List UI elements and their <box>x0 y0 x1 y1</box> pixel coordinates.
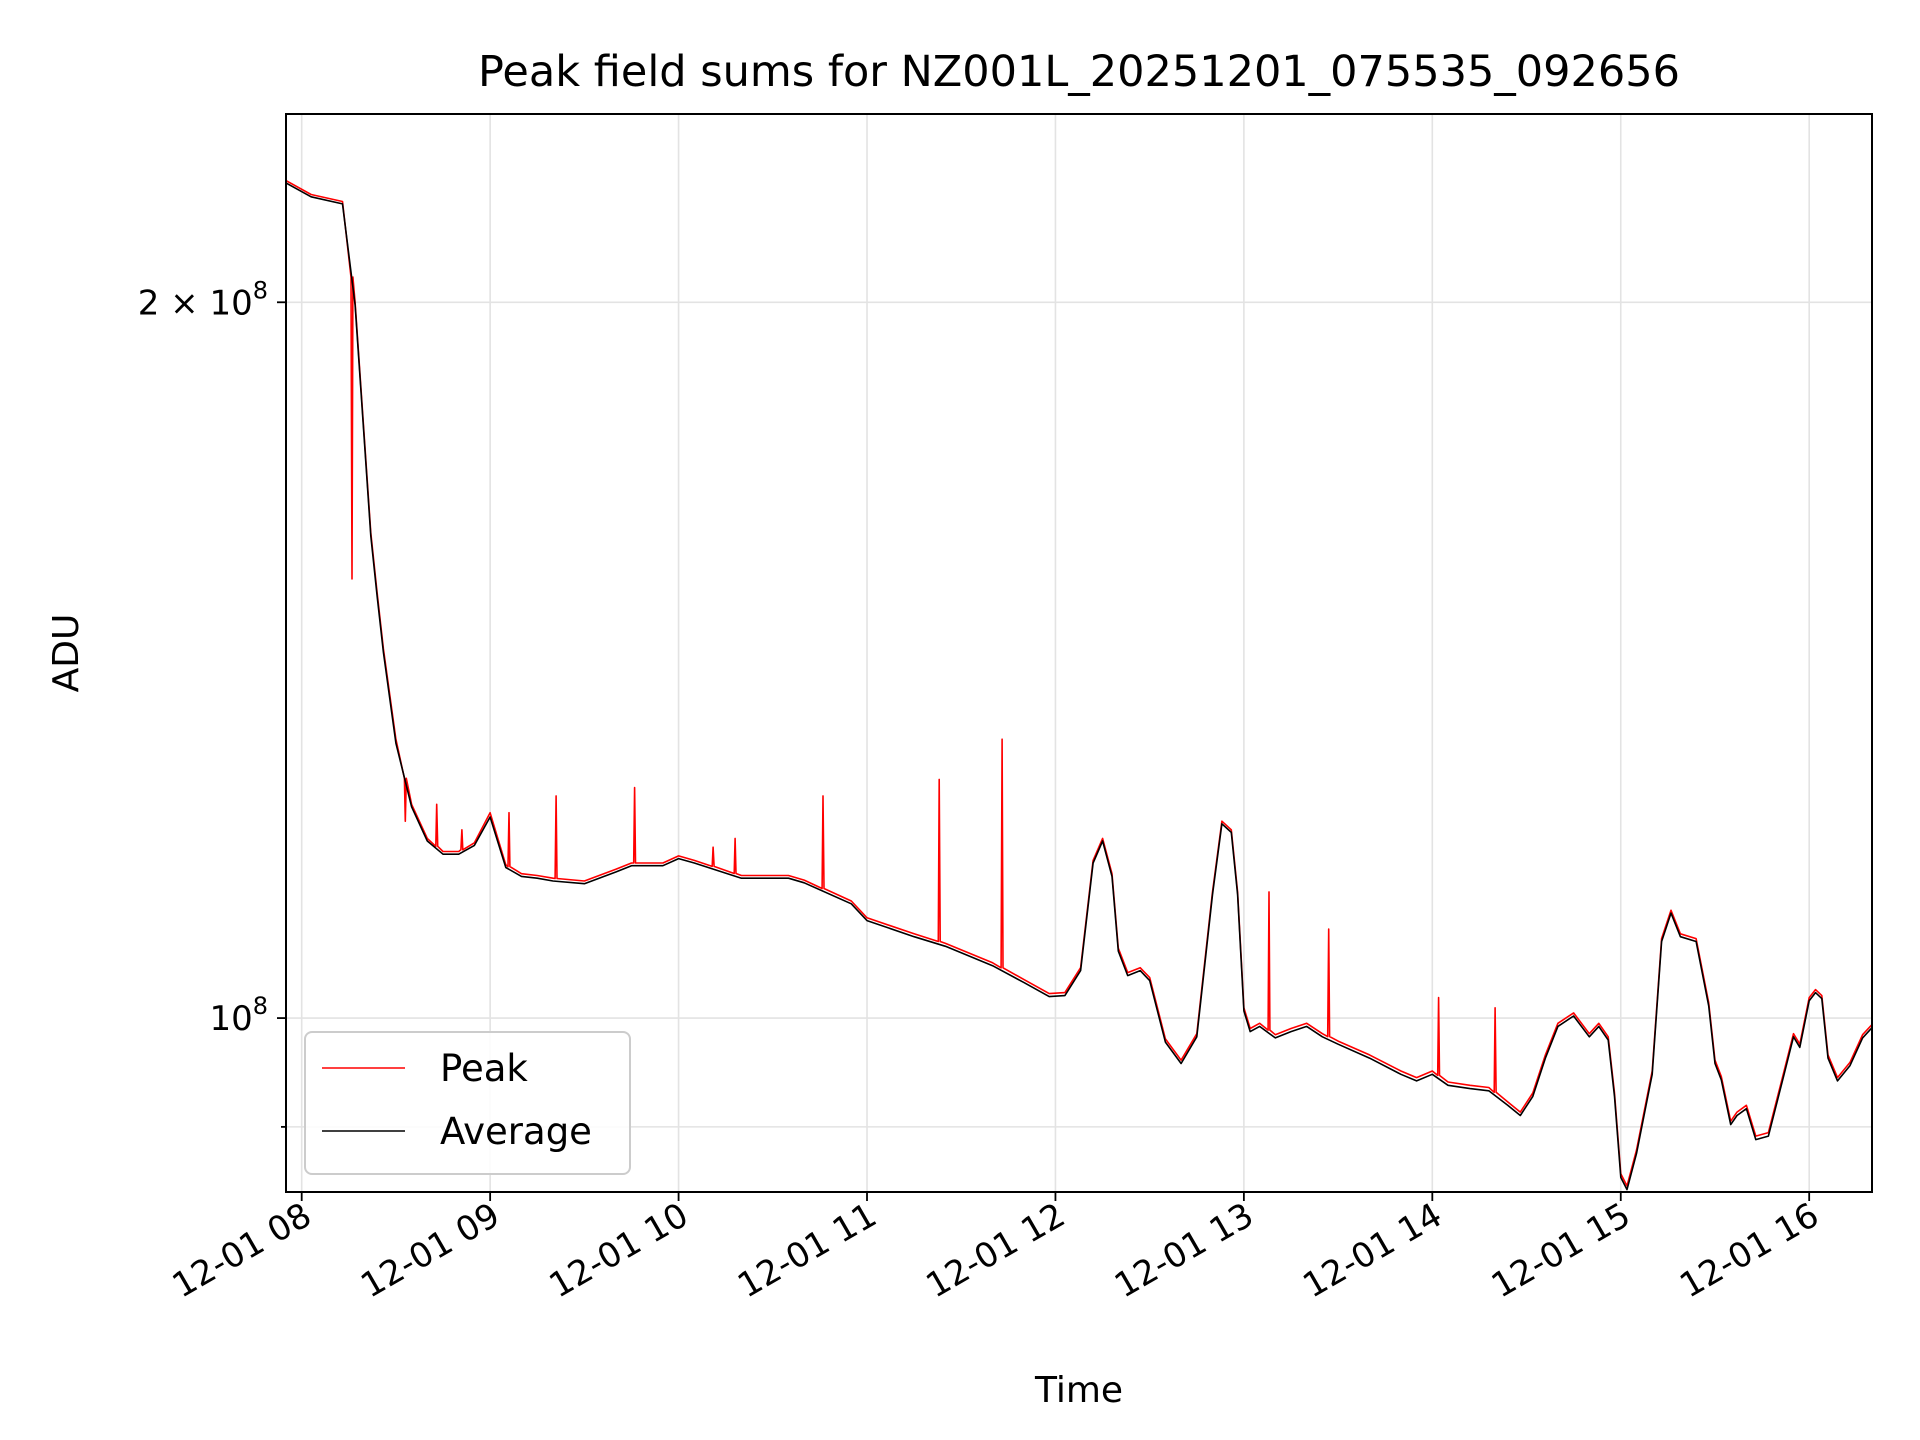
y-tick-label: 108 <box>209 992 268 1039</box>
grid <box>286 114 1872 1192</box>
x-axis-label: Time <box>1034 1370 1123 1411</box>
series-layer <box>286 179 1872 1191</box>
y-axis-label: ADU <box>46 614 87 693</box>
legend-label-average: Average <box>440 1110 592 1153</box>
y-tick-label: 2 × 108 <box>138 276 268 323</box>
series-line-average <box>286 182 1872 1191</box>
plot-frame <box>285 113 1873 1193</box>
chart-title: Peak field sums for NZ001L_20251201_0755… <box>478 47 1680 97</box>
legend: Peak Average <box>304 1031 631 1175</box>
legend-label-peak: Peak <box>440 1047 528 1090</box>
